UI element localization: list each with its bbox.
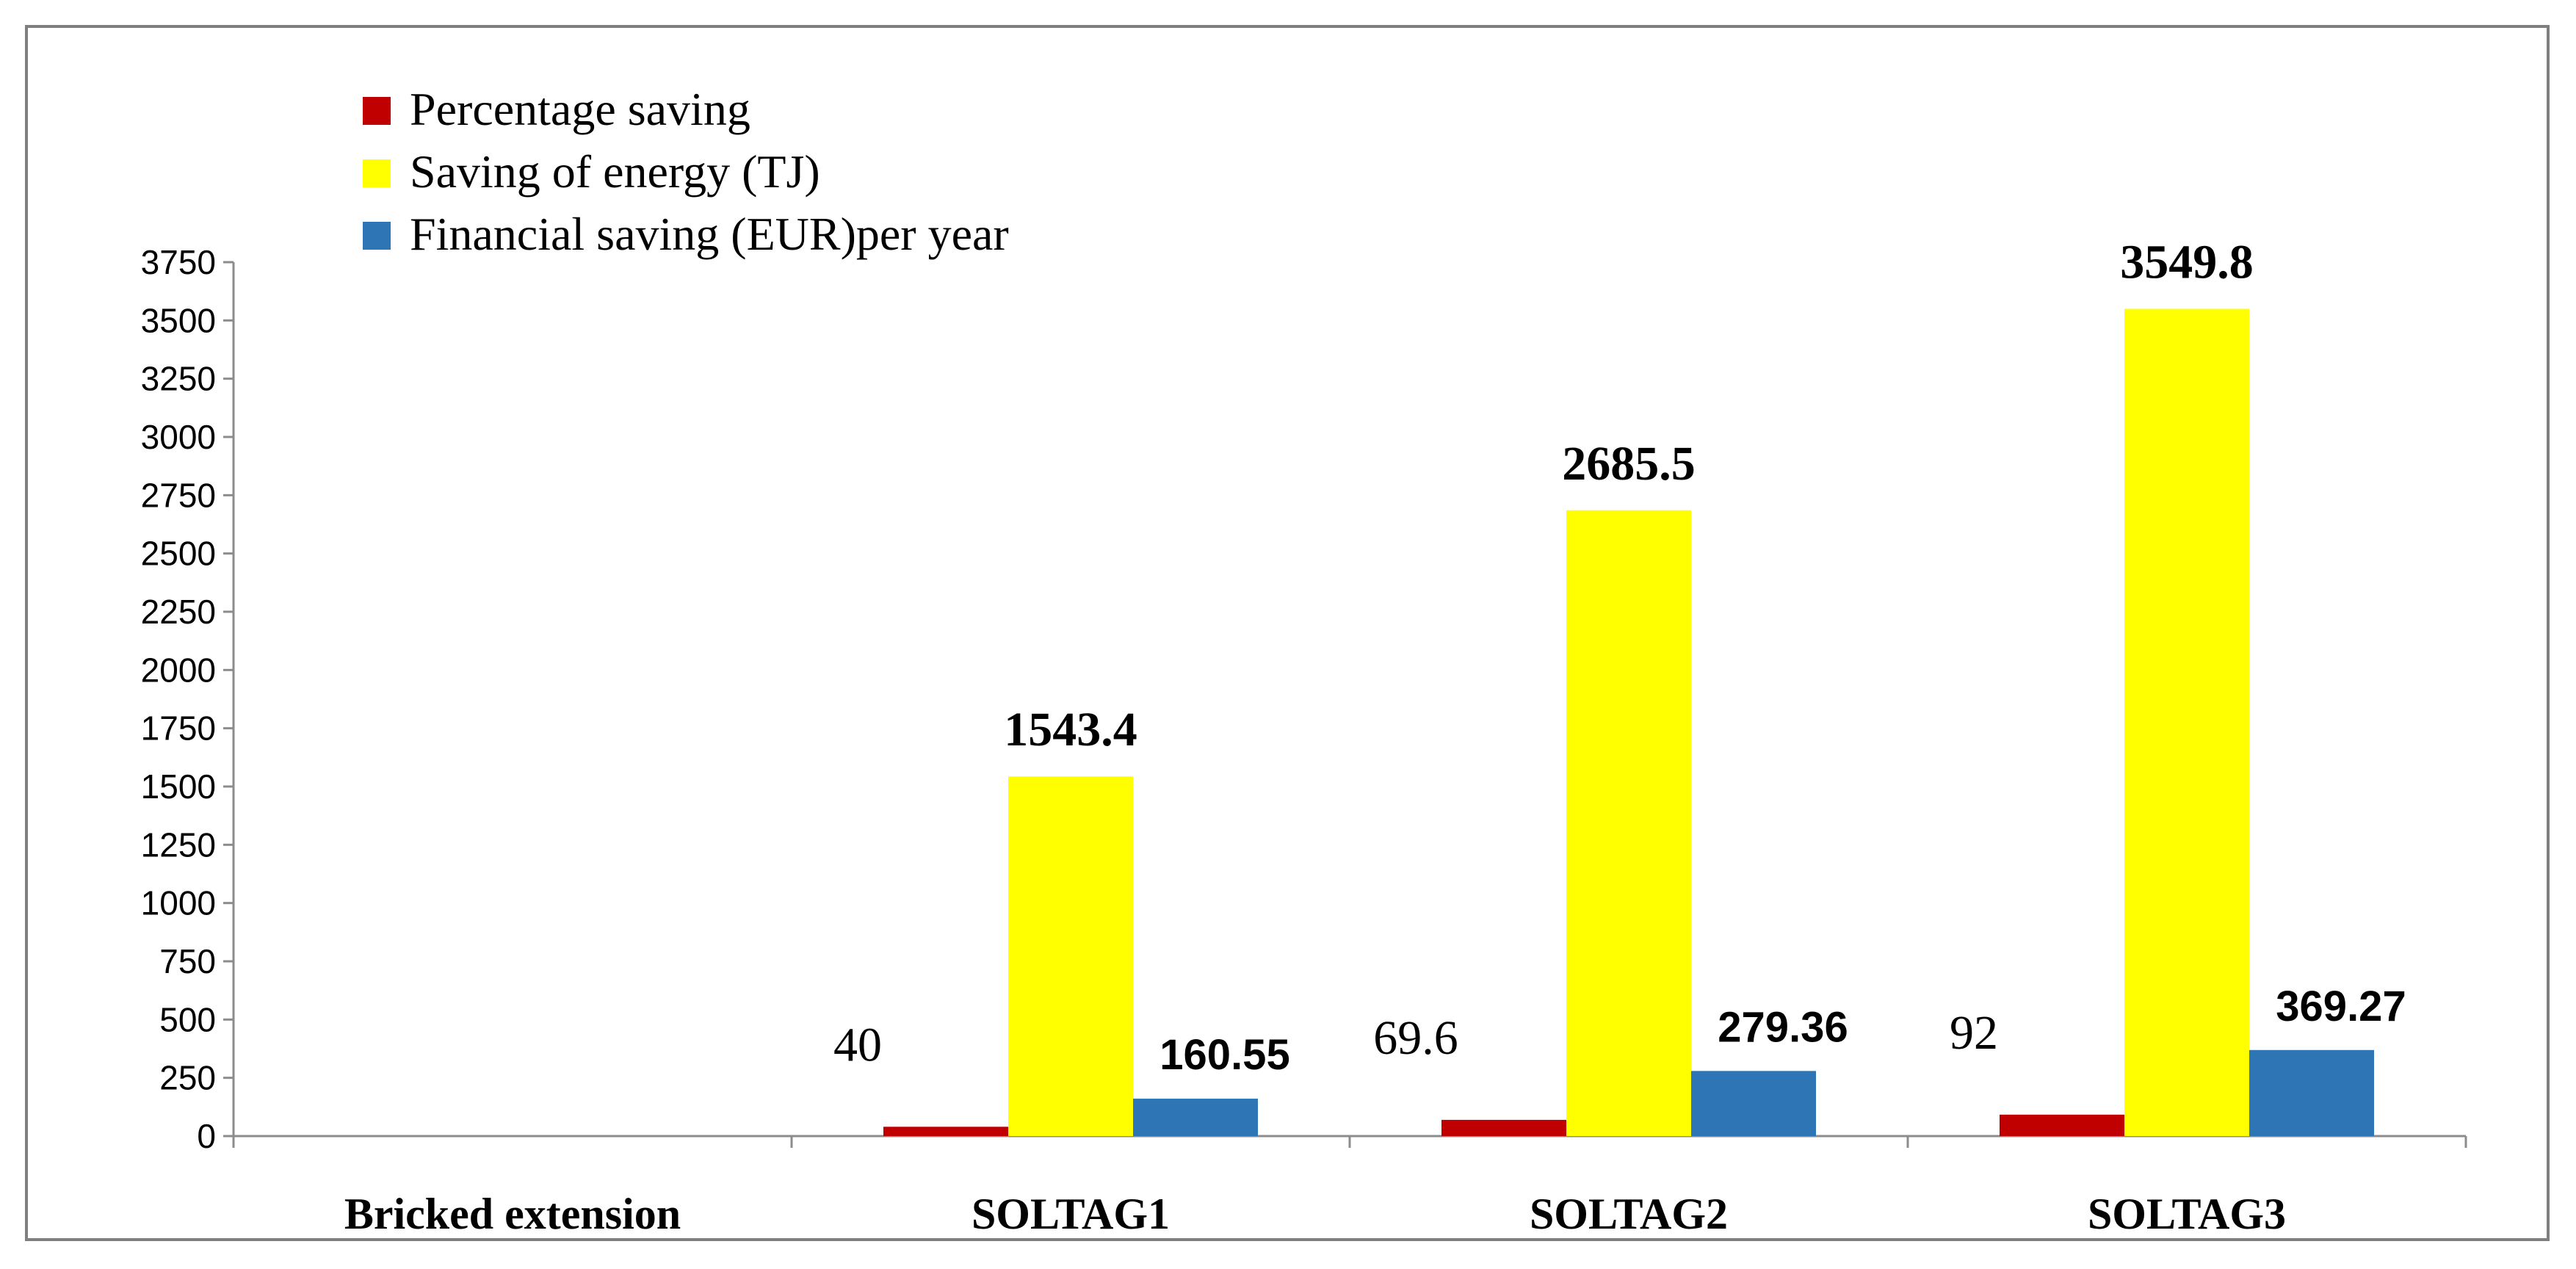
x-category-label: SOLTAG1 [972,1190,1170,1238]
data-labels: 40 1543.4 160.55 69.6 2685.5 279.36 92 3549.8 36… [833,236,2406,1080]
bar-series [883,308,2374,1136]
data-label-saving-of-energy-tj-soltag2: 2685.5 [1562,437,1696,491]
x-category-label: SOLTAG2 [1530,1190,1728,1238]
y-tick-label: 2000 [141,651,216,689]
y-tick-label: 250 [159,1059,216,1097]
y-tick-label: 1250 [141,825,216,864]
bar-percentage-saving-soltag1 [883,1127,1008,1136]
bar-saving-of-energy-tj-soltag2 [1566,510,1691,1136]
y-tick-label: 1000 [141,884,216,922]
bar-financial-saving-eur-per-year-soltag1 [1133,1099,1258,1136]
y-tick-label: 2750 [141,476,216,514]
legend-swatch-percentage-saving [363,97,391,125]
data-label-saving-of-energy-tj-soltag1: 1543.4 [1004,703,1137,756]
y-tick-label: 1500 [141,767,216,806]
legend-label-saving-of-energy-tj: Saving of energy (TJ) [410,145,820,198]
data-label-financial-saving-eur-per-year-soltag2: 279.36 [1718,1003,1848,1051]
data-label-percentage-saving-soltag1: 40 [833,1018,882,1071]
bar-financial-saving-eur-per-year-soltag3 [2249,1049,2374,1136]
data-label-percentage-saving-soltag2: 69.6 [1373,1011,1458,1065]
y-tick-label: 3250 [141,360,216,398]
y-tick-label: 750 [159,942,216,980]
y-tick-label: 1750 [141,709,216,748]
x-axis: Bricked extension SOLTAG1 SOLTAG2 SOLTAG3 [232,1135,2467,1238]
y-tick-label: 3750 [141,243,216,281]
legend-label-financial-saving-eur-per-year: Financial saving (EUR)per year [410,208,1009,260]
y-tick-label: 3500 [141,301,216,339]
y-axis-ticks: 0 250 500 750 1000 1250 1500 1750 2000 2250 2500 27… [141,243,235,1155]
y-tick-label: 0 [197,1117,216,1155]
data-label-financial-saving-eur-per-year-soltag3: 369.27 [2276,983,2406,1030]
x-category-label: SOLTAG3 [2088,1190,2286,1238]
data-label-financial-saving-eur-per-year-soltag1: 160.55 [1159,1031,1289,1079]
bar-financial-saving-eur-per-year-soltag2 [1691,1071,1816,1136]
legend: Percentage saving Saving of energy (TJ) Fi… [363,83,1009,260]
legend-label-percentage-saving: Percentage saving [410,83,750,135]
data-label-percentage-saving-soltag3: 92 [1950,1006,1998,1060]
bar-percentage-saving-soltag2 [1441,1119,1566,1136]
bar-saving-of-energy-tj-soltag3 [2124,308,2249,1136]
y-tick-label: 2250 [141,593,216,631]
bar-percentage-saving-soltag3 [2000,1114,2124,1136]
data-label-saving-of-energy-tj-soltag3: 3549.8 [2120,236,2254,289]
y-tick-label: 500 [159,1000,216,1038]
legend-swatch-financial-saving-eur-per-year [363,222,391,250]
bar-saving-of-energy-tj-soltag1 [1008,776,1133,1136]
y-tick-label: 3000 [141,418,216,456]
y-tick-label: 2500 [141,535,216,573]
x-category-label: Bricked extension [344,1190,681,1238]
legend-swatch-saving-of-energy-tj [363,159,391,187]
